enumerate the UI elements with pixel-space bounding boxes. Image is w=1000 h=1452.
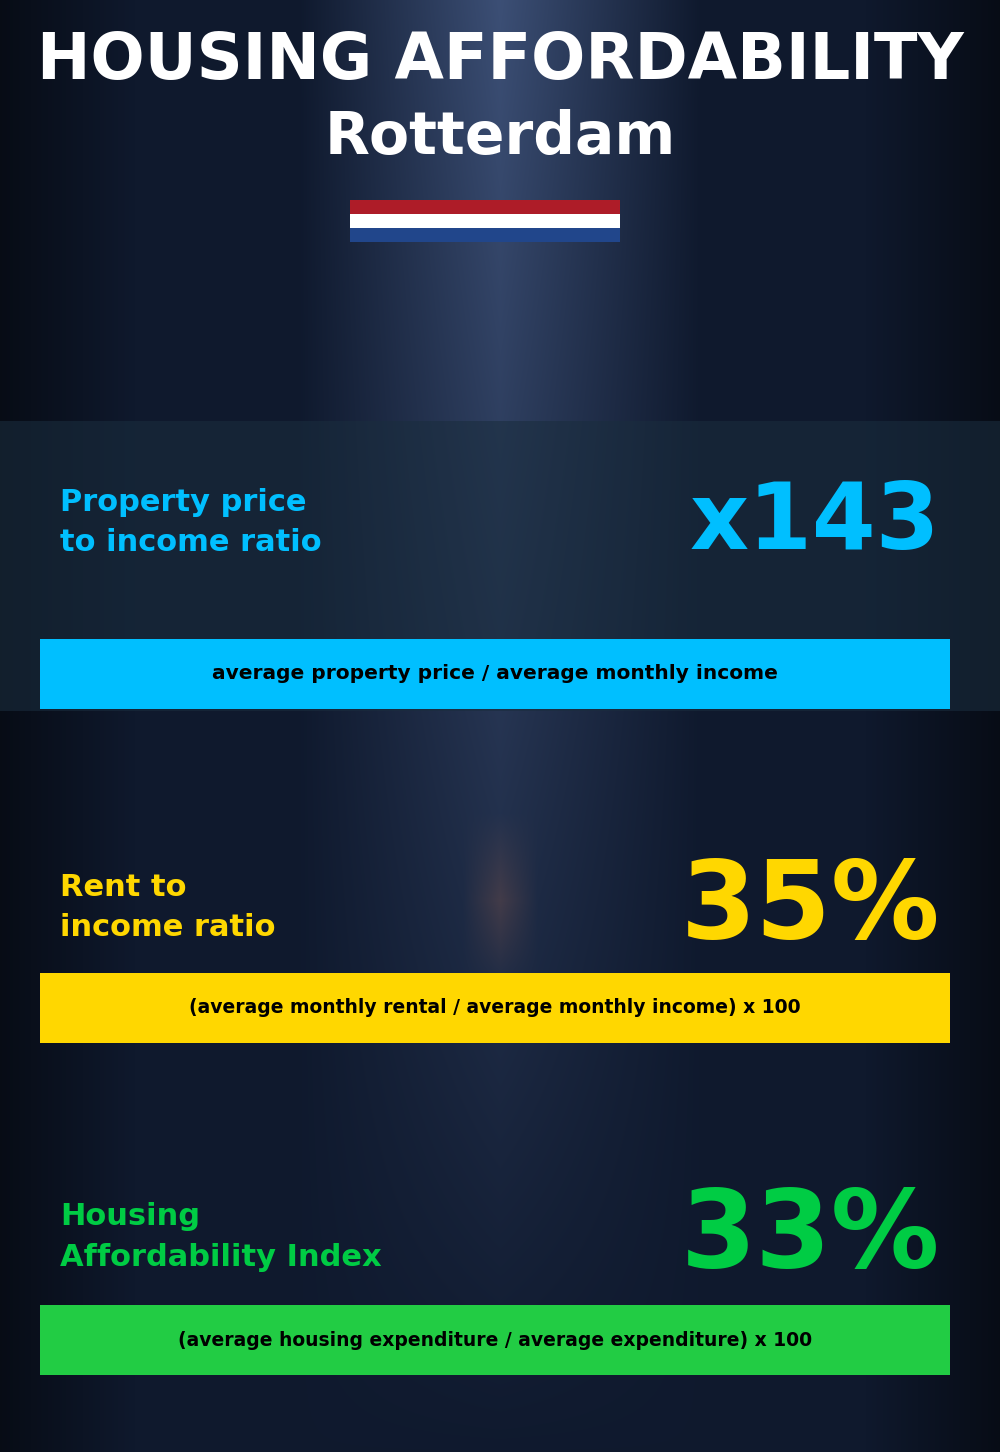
Text: Rotterdam: Rotterdam bbox=[324, 109, 676, 167]
FancyBboxPatch shape bbox=[350, 200, 620, 215]
FancyBboxPatch shape bbox=[350, 215, 620, 228]
Text: x143: x143 bbox=[690, 478, 940, 568]
Text: average property price / average monthly income: average property price / average monthly… bbox=[212, 664, 778, 684]
FancyBboxPatch shape bbox=[40, 639, 950, 709]
Text: (average housing expenditure / average expenditure) x 100: (average housing expenditure / average e… bbox=[178, 1330, 812, 1350]
Text: Property price
to income ratio: Property price to income ratio bbox=[60, 488, 322, 558]
Text: Housing
Affordability Index: Housing Affordability Index bbox=[60, 1202, 382, 1272]
Text: (average monthly rental / average monthly income) x 100: (average monthly rental / average monthl… bbox=[189, 998, 801, 1018]
Text: Rent to
income ratio: Rent to income ratio bbox=[60, 873, 276, 942]
Text: 33%: 33% bbox=[681, 1183, 940, 1291]
Text: 35%: 35% bbox=[680, 854, 940, 961]
Text: HOUSING AFFORDABILITY: HOUSING AFFORDABILITY bbox=[37, 30, 963, 91]
FancyBboxPatch shape bbox=[350, 228, 620, 242]
FancyBboxPatch shape bbox=[40, 1305, 950, 1375]
FancyBboxPatch shape bbox=[0, 421, 1000, 711]
FancyBboxPatch shape bbox=[40, 973, 950, 1043]
